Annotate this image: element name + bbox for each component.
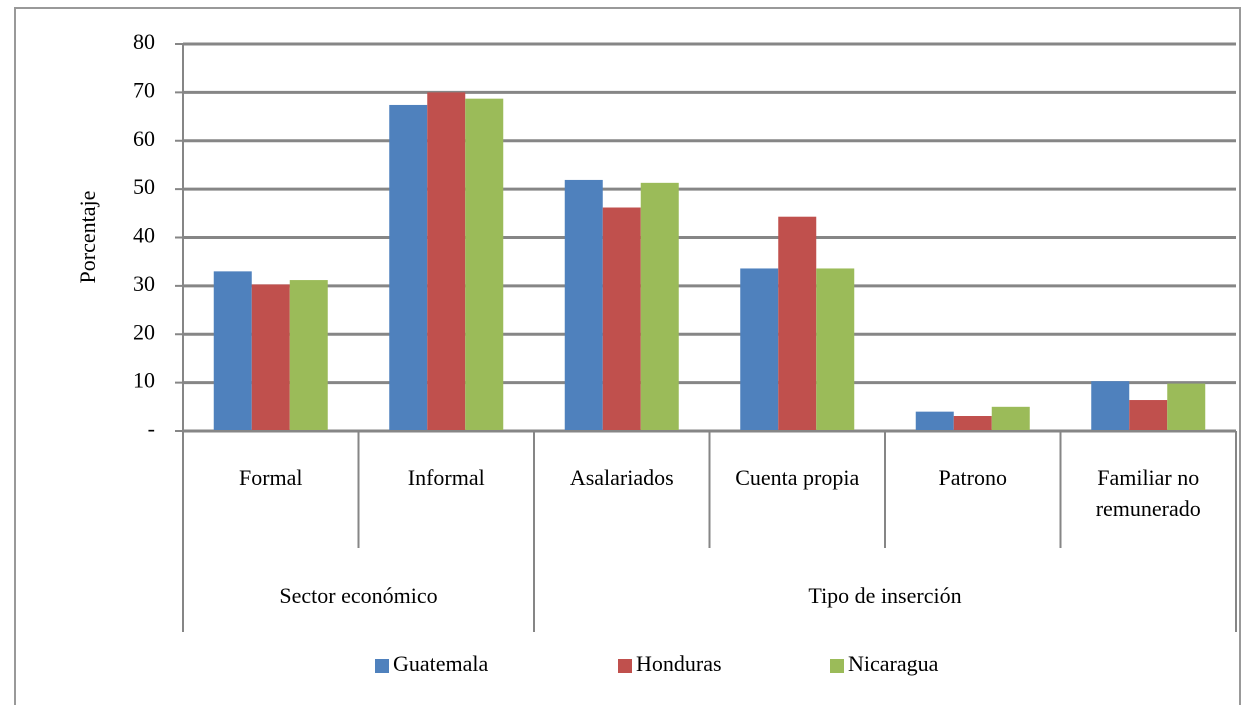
y-tick-label: - bbox=[148, 416, 155, 441]
bar bbox=[213, 271, 252, 431]
x-tick-label: Informal bbox=[408, 465, 485, 490]
legend-swatch bbox=[618, 659, 632, 673]
label-line: remunerado bbox=[1096, 496, 1201, 521]
label-line: Familiar no bbox=[1097, 465, 1199, 490]
bar bbox=[427, 92, 466, 431]
y-tick-label: 80 bbox=[133, 29, 155, 54]
x-tick-label: Formal bbox=[239, 465, 303, 490]
bar bbox=[251, 284, 290, 431]
legend-swatch bbox=[375, 659, 389, 673]
bar bbox=[778, 216, 817, 431]
y-tick-label: 30 bbox=[133, 271, 155, 296]
bar bbox=[640, 182, 679, 431]
group-label: Tipo de inserción bbox=[808, 583, 961, 608]
x-tick-label: Asalariados bbox=[570, 465, 674, 490]
legend-label: Guatemala bbox=[393, 651, 489, 676]
bar bbox=[389, 104, 428, 431]
bar bbox=[1167, 383, 1206, 431]
legend-label: Honduras bbox=[636, 651, 722, 676]
bar bbox=[740, 268, 779, 431]
y-tick-label: 50 bbox=[133, 174, 155, 199]
bar bbox=[1091, 381, 1130, 431]
bar bbox=[991, 406, 1030, 431]
y-tick-label: 10 bbox=[133, 368, 155, 393]
x-tick-label: Patrono bbox=[939, 465, 1007, 490]
bar bbox=[953, 416, 992, 431]
bar bbox=[564, 179, 603, 431]
chart-frame bbox=[14, 7, 1241, 705]
bar bbox=[1129, 400, 1168, 431]
x-tick-label: Cuenta propia bbox=[735, 465, 859, 490]
y-tick-label: 40 bbox=[133, 223, 155, 248]
legend-label: Nicaragua bbox=[848, 651, 939, 676]
legend-swatch bbox=[830, 659, 844, 673]
bar bbox=[289, 280, 328, 431]
bar bbox=[915, 411, 954, 431]
y-axis-label: Porcentaje bbox=[75, 191, 100, 284]
x-tick-label: Familiar no remunerado bbox=[1096, 465, 1201, 521]
bar bbox=[465, 98, 504, 431]
group-label: Sector económico bbox=[279, 583, 437, 608]
y-tick-label: 70 bbox=[133, 77, 155, 102]
y-tick-label: 60 bbox=[133, 126, 155, 151]
bar bbox=[602, 207, 641, 431]
y-tick-label: 20 bbox=[133, 319, 155, 344]
bar bbox=[816, 268, 855, 431]
